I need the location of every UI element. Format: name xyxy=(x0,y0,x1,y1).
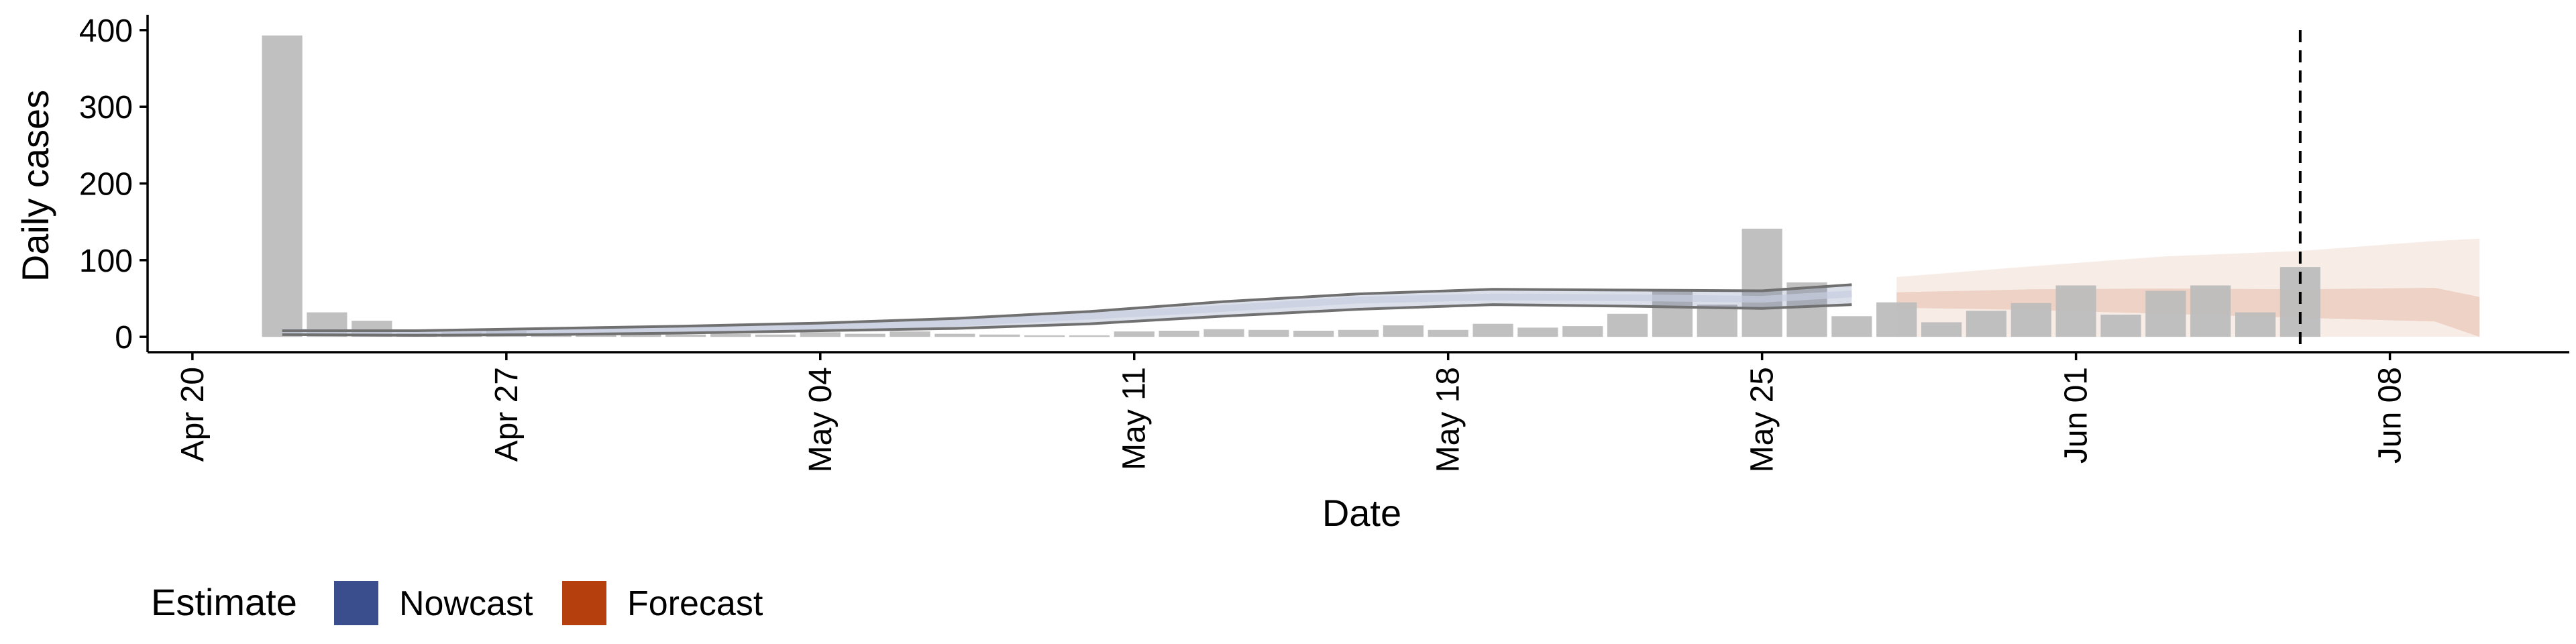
bar xyxy=(665,334,706,337)
x-axis-title: Date xyxy=(1322,492,1401,534)
bar xyxy=(1786,282,1827,337)
bar xyxy=(1069,335,1110,337)
axes: 0 100 200 300 400 Apr 20 Apr 27 May 04 May 11 May… xyxy=(79,13,2569,472)
bar xyxy=(1293,331,1334,337)
x-tick-label: May 11 xyxy=(1117,367,1152,470)
bar xyxy=(1203,329,1244,337)
x-tick-label: Jun 08 xyxy=(2373,367,2408,464)
y-tick-label: 300 xyxy=(79,90,133,125)
nowcast-ribbon xyxy=(282,283,1852,337)
bar xyxy=(845,333,885,337)
bar xyxy=(1607,313,1648,337)
bar xyxy=(1472,323,1513,337)
x-tick-label: May 18 xyxy=(1431,367,1466,472)
nowcast-upper-line xyxy=(282,283,1852,332)
bar xyxy=(1831,316,1872,337)
bar xyxy=(621,333,661,337)
bar xyxy=(1741,228,1782,337)
bar xyxy=(2100,315,2141,337)
bar xyxy=(1159,331,1199,337)
nowcast-median-line xyxy=(282,290,1852,337)
x-tick-label: May 25 xyxy=(1745,367,1780,472)
legend-swatch-forecast xyxy=(562,581,606,625)
bar xyxy=(2235,312,2276,337)
bar xyxy=(710,333,751,337)
y-axis-title: Daily cases xyxy=(14,90,56,282)
legend-label-forecast: Forecast xyxy=(627,584,763,623)
bar xyxy=(1697,305,1737,337)
bar xyxy=(1114,331,1155,337)
x-tick-label: Apr 27 xyxy=(489,367,525,462)
bar xyxy=(262,35,303,337)
y-tick-label: 0 xyxy=(115,320,133,356)
bar xyxy=(1517,327,1558,337)
bar xyxy=(979,334,1020,337)
bar xyxy=(1248,329,1289,337)
bar xyxy=(2190,285,2231,337)
bar xyxy=(2010,303,2051,337)
legend-label-nowcast: Nowcast xyxy=(399,584,533,623)
bar xyxy=(1338,329,1379,337)
bar xyxy=(2145,290,2186,337)
bar xyxy=(2055,285,2096,337)
y-tick-label: 200 xyxy=(79,167,133,203)
bar xyxy=(934,333,975,337)
forecast-inner-band xyxy=(1896,288,2480,337)
bar xyxy=(890,331,930,337)
x-tick-label: Jun 01 xyxy=(2059,367,2094,464)
bar xyxy=(800,332,841,337)
x-tick-label: Apr 20 xyxy=(175,367,211,462)
x-tick-label: May 04 xyxy=(803,367,839,472)
bar xyxy=(1562,326,1603,337)
legend-swatch-nowcast xyxy=(334,581,378,625)
bar xyxy=(755,334,796,337)
y-tick-label: 400 xyxy=(79,13,133,49)
bar xyxy=(1383,325,1424,337)
legend: Estimate Nowcast Forecast xyxy=(151,581,763,625)
bar xyxy=(1024,335,1065,337)
bar xyxy=(1876,302,1917,337)
bar xyxy=(1921,322,1962,337)
nowcast-lower-line xyxy=(282,303,1852,337)
legend-title: Estimate xyxy=(151,581,297,623)
bar xyxy=(1966,311,2006,337)
y-tick-label: 100 xyxy=(79,244,133,279)
bar xyxy=(1428,329,1468,337)
